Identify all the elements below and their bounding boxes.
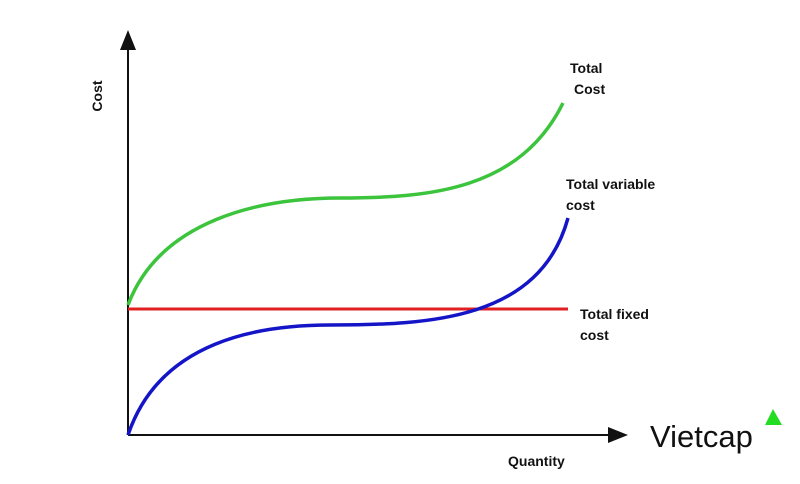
total-variable-cost-curve <box>126 217 570 436</box>
x-axis-label: Quantity <box>508 453 565 469</box>
label-line: Total variable <box>566 176 655 192</box>
y-axis-label: Cost <box>89 80 105 111</box>
label-line: Total <box>570 60 602 76</box>
label-line: cost <box>580 327 609 343</box>
logo: Vietcap <box>650 419 753 454</box>
total-cost-curve <box>126 102 565 306</box>
total-cost-label: Total Cost <box>570 60 606 97</box>
x-axis-arrow <box>608 427 628 443</box>
y-axis-arrow <box>120 30 136 50</box>
total-variable-cost-label: Total variable cost <box>566 176 659 213</box>
logo-mark <box>765 409 782 425</box>
label-line: cost <box>566 197 595 213</box>
total-fixed-cost-label: Total fixed cost <box>580 306 653 343</box>
label-line: Total fixed <box>580 306 649 322</box>
label-line: Cost <box>574 81 605 97</box>
